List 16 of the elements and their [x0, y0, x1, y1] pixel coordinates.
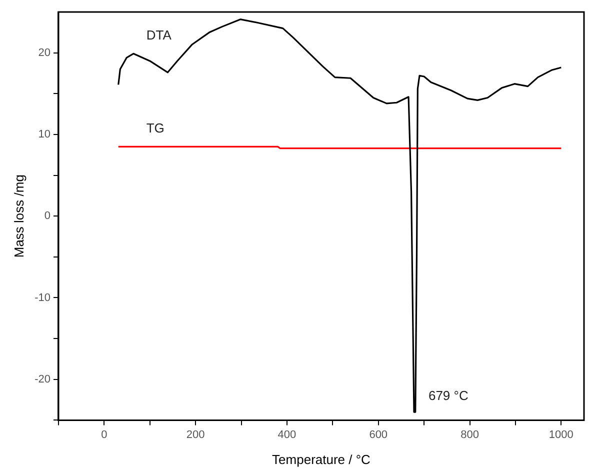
x-tick-label: 1000 [548, 428, 574, 441]
y-tick-label: -10 [34, 292, 50, 304]
y-tick-label: 20 [38, 46, 50, 59]
y-tick-label: -20 [34, 373, 50, 386]
series-label: TG [146, 120, 164, 136]
series-label: DTA [146, 28, 172, 43]
annotation: 679 °C [428, 388, 468, 404]
y-tick-label: 0 [44, 210, 50, 222]
x-axis-title: Temperature / °C [272, 452, 370, 467]
x-tick-label: 400 [278, 428, 296, 441]
x-tick-label: 0 [101, 428, 108, 441]
y-axis-title: Mass loss /mg [11, 174, 26, 258]
x-tick-label: 800 [460, 428, 479, 441]
y-tick-label: 10 [38, 128, 50, 140]
x-tick-label: 200 [186, 428, 205, 441]
x-tick-label: 600 [369, 428, 388, 441]
